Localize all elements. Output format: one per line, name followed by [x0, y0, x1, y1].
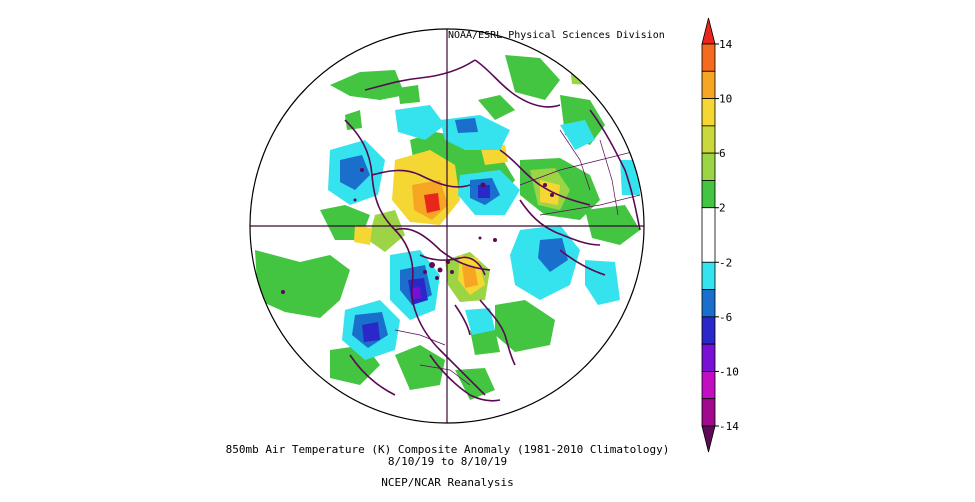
colorbar-label: -10	[719, 365, 739, 378]
anomaly-purple	[412, 287, 421, 299]
colorbar-swatch	[701, 371, 716, 400]
credit-text: NOAA/ESRL Physical Sciences Division	[448, 30, 665, 41]
map-boundary	[249, 28, 645, 424]
colorbar-swatch	[701, 152, 716, 181]
gridlines	[250, 29, 644, 423]
caption-title: 850mb Air Temperature (K) Composite Anom…	[225, 443, 670, 456]
colorbar-swatch	[701, 125, 716, 154]
colorbar: 14 10 6 2 -2 -6 -10 -14	[701, 17, 739, 453]
colorbar-label: 2	[719, 202, 726, 215]
coastlines	[344, 59, 641, 402]
colorbar-swatch	[701, 289, 716, 318]
colorbar-label: 14	[719, 38, 733, 51]
colorbar-swatch	[701, 17, 716, 45]
anomaly-red	[424, 193, 440, 213]
colorbar-swatch	[701, 398, 716, 427]
colorbar-swatch	[701, 316, 716, 345]
colorbar-label: -14	[719, 420, 739, 433]
anomaly-field	[255, 55, 641, 402]
colorbar-swatch	[701, 180, 716, 209]
colorbar-swatch	[701, 98, 716, 127]
colorbar-swatch	[701, 70, 716, 99]
caption-source: NCEP/NCAR Reanalysis	[381, 476, 514, 489]
coast-specks	[281, 168, 554, 294]
colorbar-swatch	[701, 43, 716, 72]
colorbar-label: -2	[719, 256, 732, 269]
colorbar-label: -6	[719, 311, 732, 324]
colorbar-swatch	[701, 207, 716, 263]
caption-date-range: 8/10/19 to 8/10/19	[387, 455, 508, 468]
colorbar-label: 10	[719, 93, 732, 106]
colorbar-swatch	[701, 343, 716, 372]
colorbar-label: 6	[719, 147, 726, 160]
colorbar-swatch	[701, 425, 716, 453]
colorbar-swatch	[701, 261, 716, 290]
borders	[394, 129, 641, 386]
